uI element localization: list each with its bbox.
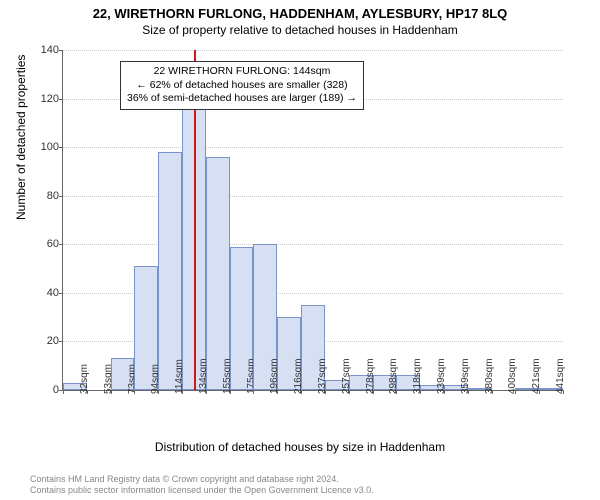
chart-area: 02040608010012014032sqm53sqm73sqm94sqm11… (62, 50, 562, 390)
xtick-label: 380sqm (484, 358, 495, 394)
xtick-mark (444, 390, 445, 394)
xtick-mark (539, 390, 540, 394)
xtick-mark (206, 390, 207, 394)
ytick-label: 0 (29, 384, 59, 396)
ytick-mark (59, 50, 63, 51)
infobox-line3: 36% of semi-detached houses are larger (… (127, 92, 357, 106)
xtick-mark (134, 390, 135, 394)
gridline-h (63, 50, 563, 51)
xtick-mark (373, 390, 374, 394)
y-axis-label: Number of detached properties (14, 55, 28, 220)
xtick-mark (515, 390, 516, 394)
footer-line1: Contains HM Land Registry data © Crown c… (30, 474, 374, 485)
ytick-label: 100 (29, 141, 59, 153)
ytick-mark (59, 196, 63, 197)
histogram-bar (206, 157, 230, 390)
xtick-mark (563, 390, 564, 394)
footer-line2: Contains public sector information licen… (30, 485, 374, 496)
xtick-mark (158, 390, 159, 394)
infobox-line2: ← 62% of detached houses are smaller (32… (127, 79, 357, 93)
reference-infobox: 22 WIRETHORN FURLONG: 144sqm ← 62% of de… (120, 61, 364, 110)
ytick-mark (59, 147, 63, 148)
ytick-label: 40 (29, 287, 59, 299)
xtick-mark (63, 390, 64, 394)
histogram-bar (158, 152, 182, 390)
xtick-mark (396, 390, 397, 394)
ytick-label: 140 (29, 44, 59, 56)
xtick-mark (492, 390, 493, 394)
xtick-mark (325, 390, 326, 394)
xtick-mark (111, 390, 112, 394)
ytick-label: 120 (29, 93, 59, 105)
xtick-mark (349, 390, 350, 394)
xtick-mark (277, 390, 278, 394)
x-axis-label: Distribution of detached houses by size … (0, 440, 600, 454)
gridline-h (63, 196, 563, 197)
ytick-mark (59, 341, 63, 342)
ytick-mark (59, 99, 63, 100)
chart-subtitle: Size of property relative to detached ho… (0, 21, 600, 37)
xtick-mark (420, 390, 421, 394)
xtick-label: 441sqm (555, 358, 566, 394)
ytick-label: 20 (29, 335, 59, 347)
ytick-label: 80 (29, 190, 59, 202)
infobox-line1: 22 WIRETHORN FURLONG: 144sqm (127, 65, 357, 79)
xtick-mark (301, 390, 302, 394)
ytick-mark (59, 293, 63, 294)
xtick-mark (468, 390, 469, 394)
gridline-h (63, 147, 563, 148)
xtick-mark (253, 390, 254, 394)
xtick-mark (230, 390, 231, 394)
xtick-mark (182, 390, 183, 394)
xtick-label: 32sqm (79, 364, 90, 394)
ytick-mark (59, 244, 63, 245)
xtick-mark (87, 390, 88, 394)
ytick-label: 60 (29, 238, 59, 250)
footer-attribution: Contains HM Land Registry data © Crown c… (30, 474, 374, 497)
gridline-h (63, 244, 563, 245)
chart-title: 22, WIRETHORN FURLONG, HADDENHAM, AYLESB… (0, 0, 600, 21)
